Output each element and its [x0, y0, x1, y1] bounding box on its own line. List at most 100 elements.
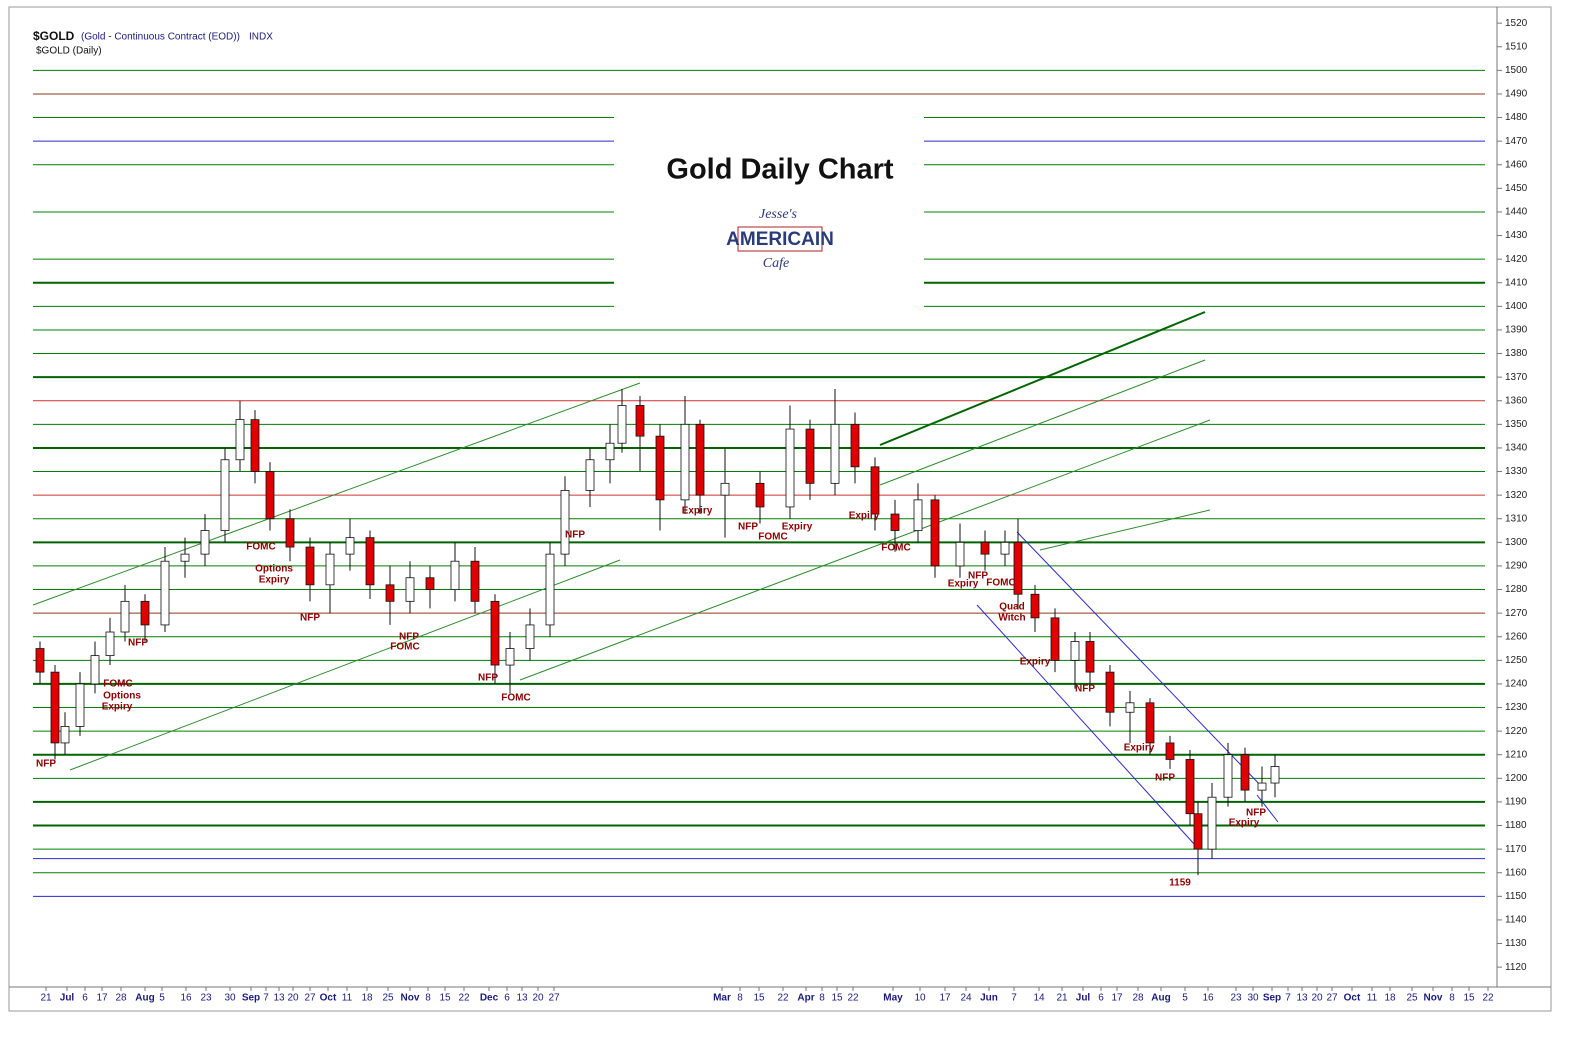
candle-body [160, 560, 170, 626]
x-tick-label: Aug [135, 993, 154, 1004]
logo-middle: AMERICAIN [726, 229, 834, 250]
y-tick-label: 1390 [1505, 325, 1528, 336]
candle-body [405, 577, 415, 602]
y-tick-label: 1140 [1505, 915, 1527, 926]
x-tick-label: 5 [159, 993, 165, 1004]
x-tick-label: 27 [304, 993, 316, 1004]
candle-body [805, 428, 815, 484]
y-tick-label: 1160 [1505, 867, 1527, 878]
candle-body [50, 671, 60, 744]
x-tick-label: 24 [960, 993, 972, 1004]
y-tick-label: 1330 [1505, 466, 1528, 477]
x-tick-label: 17 [939, 993, 951, 1004]
candle-body [525, 624, 535, 649]
logo-bottom: Cafe [763, 256, 789, 271]
y-tick-label: 1150 [1505, 891, 1527, 902]
trend-lines [32, 311, 1279, 846]
candle-body [1085, 641, 1095, 673]
annotation: FOMC [390, 642, 419, 653]
candle-body [35, 648, 45, 673]
annotation: Witch [998, 613, 1025, 624]
x-tick-label: 15 [753, 993, 765, 1004]
candle-body [560, 490, 570, 555]
x-tick-label: 5 [1182, 993, 1188, 1004]
x-tick-label: 23 [200, 993, 212, 1004]
x-tick-label: 18 [361, 993, 373, 1004]
candle-body [505, 648, 515, 666]
candle-body [1013, 541, 1023, 595]
x-tick-label: Oct [1344, 993, 1361, 1004]
x-tick-label: Sep [242, 993, 260, 1004]
candle-body [890, 513, 900, 531]
y-tick-label: 1510 [1505, 41, 1528, 52]
x-tick-label: 27 [1326, 993, 1338, 1004]
x-tick-label: Dec [480, 993, 499, 1004]
candle-body [1145, 702, 1155, 744]
candle-body [1207, 796, 1217, 850]
y-tick-label: 1130 [1505, 938, 1527, 949]
x-tick-label: 13 [273, 993, 285, 1004]
annotation: Expiry [682, 506, 713, 517]
y-tick-label: 1420 [1505, 254, 1528, 265]
candle-body [1223, 754, 1233, 798]
x-tick-label: 22 [458, 993, 470, 1004]
chart-title: Gold Daily Chart [666, 154, 894, 186]
x-tick-label: 28 [115, 993, 127, 1004]
y-tick-label: 1240 [1505, 679, 1528, 690]
x-tick-label: 25 [382, 993, 394, 1004]
x-tick-label: Jul [60, 993, 75, 1004]
x-tick-label: 6 [504, 993, 510, 1004]
x-tick-label: 22 [847, 993, 859, 1004]
x-tick-label: 8 [819, 993, 825, 1004]
y-tick-label: 1360 [1505, 395, 1528, 406]
annotation: Expiry [259, 575, 290, 586]
y-tick-label: 1340 [1505, 443, 1528, 454]
candle-body [305, 546, 315, 586]
x-tick-label: 25 [1406, 993, 1418, 1004]
candle-body [585, 459, 595, 491]
y-tick-label: 1490 [1505, 89, 1528, 100]
annotation: Expiry [102, 702, 133, 713]
y-tick-label: 1300 [1505, 537, 1528, 548]
candle-body [425, 577, 435, 590]
y-tick-label: 1200 [1505, 773, 1528, 784]
annotation: NFP [738, 522, 758, 533]
y-tick-label: 1440 [1505, 207, 1528, 218]
candle-body [1105, 671, 1115, 713]
annotation: FOMC [246, 542, 275, 553]
x-tick-label: 27 [548, 993, 560, 1004]
candle-body [450, 560, 460, 590]
candle-body [785, 428, 795, 508]
candle-body [1000, 541, 1010, 555]
x-tick-label: 20 [1311, 993, 1323, 1004]
y-tick-label: 1380 [1505, 348, 1528, 359]
candle-body [1070, 641, 1080, 661]
x-tick-label: 17 [1111, 993, 1123, 1004]
y-tick-label: 1370 [1505, 372, 1528, 383]
x-tick-label: 11 [342, 993, 353, 1004]
x-tick-label: 18 [1384, 993, 1396, 1004]
y-tick-label: 1400 [1505, 301, 1528, 312]
x-tick-label: Jul [1076, 993, 1091, 1004]
annotation: NFP [478, 673, 498, 684]
candle-body [617, 405, 627, 444]
y-tick-label: 1500 [1505, 65, 1528, 76]
y-tick-label: 1210 [1505, 749, 1528, 760]
candle-body [1030, 593, 1040, 619]
header-subtitle: $GOLD (Daily) [36, 46, 102, 57]
x-tick-label: Sep [1263, 993, 1281, 1004]
x-tick-label: 20 [287, 993, 299, 1004]
candle-body [105, 631, 115, 657]
logo: Jesse's AMERICAIN Cafe [726, 207, 834, 271]
candle-body [1165, 742, 1175, 760]
y-tick-label: 1480 [1505, 112, 1528, 123]
annotation: Quad [999, 602, 1025, 613]
logo-top: Jesse's [759, 207, 798, 222]
candle-body [1185, 759, 1195, 815]
x-tick-label: 13 [1296, 993, 1308, 1004]
x-tick-label: 8 [425, 993, 431, 1004]
x-tick-label: Nov [401, 993, 420, 1004]
annotation: NFP [565, 530, 585, 541]
x-tick-label: 6 [82, 993, 88, 1004]
y-tick-label: 1430 [1505, 230, 1528, 241]
